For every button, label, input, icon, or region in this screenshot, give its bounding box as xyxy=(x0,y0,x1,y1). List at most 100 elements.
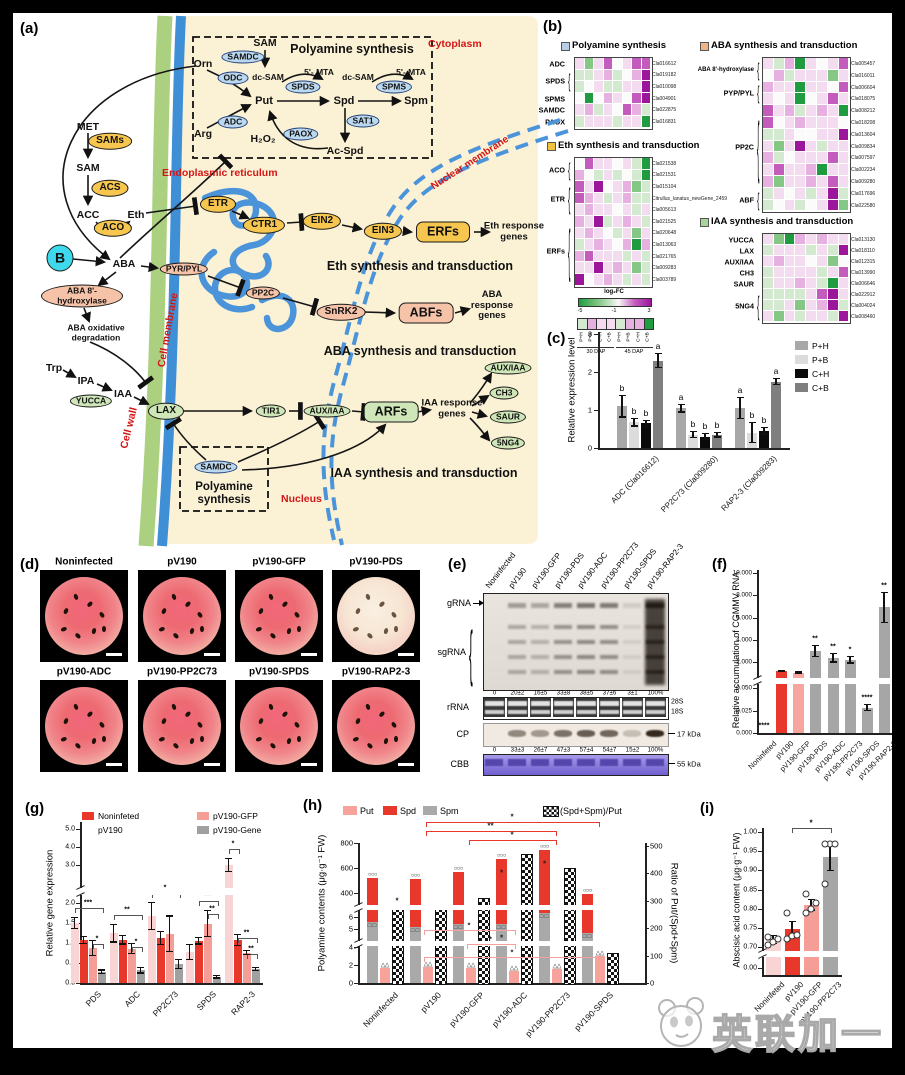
gene-id: Cla004901 xyxy=(652,95,677,102)
heatmap-cell xyxy=(641,250,650,262)
heatmap-cell xyxy=(603,104,612,115)
error-bar xyxy=(155,931,166,946)
heatmap-cell xyxy=(795,140,806,152)
heatmap-cell xyxy=(806,81,816,93)
heatmap-cell xyxy=(632,104,641,115)
node-aux-iaa-2: AUX/IAA xyxy=(484,361,532,375)
label-aba: ABA xyxy=(112,258,136,270)
heatmap-cell xyxy=(763,300,773,310)
heatmap-cell xyxy=(817,140,827,152)
heatmap-cell xyxy=(613,81,622,92)
data-point xyxy=(831,840,839,847)
heatmap-cell xyxy=(838,278,849,288)
heatmap-cell xyxy=(622,227,631,239)
heatmap-cell xyxy=(784,245,795,255)
i-ytick-mark xyxy=(758,851,762,853)
c-ytick-mark xyxy=(594,372,598,374)
point-circle: ○ xyxy=(545,844,550,851)
heatmap-cell xyxy=(594,181,603,192)
data-point xyxy=(802,890,810,898)
heatmap-cell xyxy=(632,204,641,215)
error-bar xyxy=(810,644,821,658)
polyamine-box-title: Polyamine synthesis xyxy=(290,42,414,56)
node-abfs: ABFs xyxy=(398,302,454,324)
sig-label: ** xyxy=(124,906,130,914)
bar xyxy=(641,423,651,448)
node-tir1: TIR1 xyxy=(255,404,287,418)
sig-label-red: * xyxy=(510,812,514,822)
g-ytick: 3.0 xyxy=(65,861,75,869)
bar xyxy=(109,933,118,983)
error-bar xyxy=(223,857,234,873)
heatmap-group-label: SAUR xyxy=(733,279,754,288)
heatmap-cell xyxy=(603,158,612,169)
heatmap-cell xyxy=(603,239,612,250)
f-ytick-mark xyxy=(753,617,757,619)
bar xyxy=(127,948,136,983)
heatmap-cell xyxy=(575,169,584,181)
node-aux-iaa: AUX/IAA xyxy=(303,404,351,418)
label-sam-top: SAM xyxy=(253,37,277,49)
bar xyxy=(735,408,745,448)
g-ytick-mark xyxy=(76,829,80,830)
bar xyxy=(194,940,203,983)
g-ytick-mark xyxy=(76,847,80,848)
heatmap-group-label: LAX xyxy=(739,246,754,255)
h-rtick-mark xyxy=(645,900,649,902)
label-ipa: IPA xyxy=(77,375,95,387)
data-point xyxy=(764,933,772,941)
cp-value: 100% xyxy=(647,746,664,753)
bar-spm xyxy=(367,921,378,983)
bar-ratio xyxy=(521,854,533,985)
heatmap-cell xyxy=(827,176,838,187)
heatmap-cell xyxy=(784,152,795,164)
data-point xyxy=(783,909,791,916)
legend-label: Spm xyxy=(440,805,459,816)
point-square: □ xyxy=(501,925,506,932)
label-iaa: IAA xyxy=(113,388,133,400)
marker-28s: 28S xyxy=(671,698,684,706)
heatmap-cell xyxy=(806,140,816,152)
cp-marker-line xyxy=(668,733,675,735)
heatmap-cell xyxy=(632,274,641,285)
heatmap-cell xyxy=(632,58,641,69)
panel-label-a: (a) xyxy=(20,20,39,37)
heatmap-cell xyxy=(806,58,816,69)
h-ytick-mark xyxy=(354,892,358,894)
marker-18s: 18S xyxy=(671,708,684,716)
error-bar xyxy=(617,394,628,418)
bar-put xyxy=(423,967,433,983)
i-ytick: 0.80 xyxy=(743,905,757,913)
c-ytick-mark xyxy=(594,410,598,412)
h-break-strip xyxy=(352,905,642,910)
heatmap-cell xyxy=(795,234,806,244)
photo-tile xyxy=(138,570,226,662)
data-point xyxy=(802,909,810,916)
g-ytick: 2.0 xyxy=(65,899,75,907)
heatmap-group-label: SPDS xyxy=(545,76,565,86)
sig-letter: b xyxy=(690,418,696,429)
heatmap-cell xyxy=(622,92,631,104)
heatmap-group-brace: { xyxy=(757,58,760,82)
heatmap-cell xyxy=(806,187,816,199)
bar xyxy=(97,971,106,983)
data-point xyxy=(821,880,829,888)
point-circle: ○ xyxy=(370,871,375,878)
heatmap-cell xyxy=(575,262,584,273)
heatmap-group-brace: { xyxy=(568,217,571,285)
heatmap-cell xyxy=(641,104,650,115)
heatmap-cell xyxy=(784,300,795,310)
bar-spm xyxy=(410,926,421,983)
rrna-18s xyxy=(554,710,573,714)
heatmap-cell xyxy=(641,262,650,273)
heatmap-cell xyxy=(594,204,603,215)
heatmap-cell xyxy=(817,300,827,310)
sig-letter: b xyxy=(619,382,625,393)
bar xyxy=(809,650,821,733)
h-ytick-mark xyxy=(354,917,358,918)
sig-letter: a xyxy=(773,365,779,376)
node-samdc-top: SAMDC xyxy=(221,50,265,64)
heatmap-group-brace: { xyxy=(568,158,571,181)
heatmap-group-brace: { xyxy=(757,188,760,211)
point-square: □ xyxy=(415,927,420,934)
